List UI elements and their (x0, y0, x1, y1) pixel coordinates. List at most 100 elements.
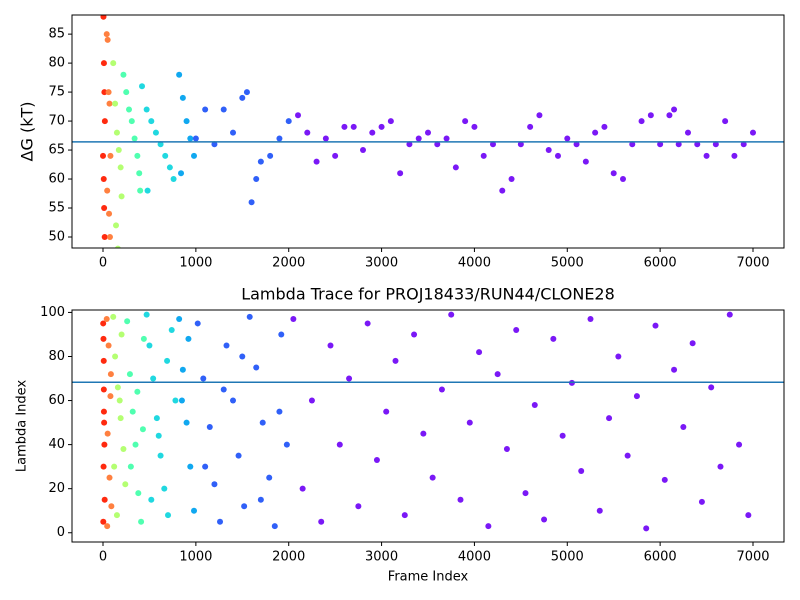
point (243, 89, 250, 96)
point (118, 331, 125, 338)
x-tick-label: 5000 (551, 550, 584, 565)
point (278, 331, 285, 338)
y-tick-label: 55 (48, 201, 65, 216)
point (157, 452, 164, 459)
point (191, 152, 198, 159)
x-tick-label: 4000 (458, 256, 491, 271)
y-tick-label: 60 (48, 393, 65, 408)
point (155, 432, 162, 439)
point (290, 316, 297, 323)
point (346, 375, 353, 382)
point (299, 485, 306, 492)
point-series (120, 71, 144, 194)
point-series (176, 71, 198, 177)
point (200, 375, 207, 382)
point (101, 89, 108, 96)
point (150, 375, 157, 382)
point (476, 349, 483, 356)
x-tick-label: 2000 (272, 550, 305, 565)
point (143, 106, 150, 113)
point (313, 158, 320, 165)
point (176, 71, 183, 78)
point (194, 320, 201, 327)
point (332, 152, 339, 159)
point (128, 118, 135, 125)
point-series (110, 313, 129, 519)
point (425, 129, 431, 136)
point (541, 516, 548, 523)
point (239, 353, 246, 360)
point (106, 100, 113, 107)
point (101, 419, 108, 426)
point (165, 512, 172, 519)
point (185, 335, 192, 342)
point (100, 320, 107, 327)
plot-area (100, 15, 756, 248)
point (122, 481, 129, 488)
point (103, 316, 110, 323)
point (112, 100, 119, 107)
x-axis-label: Frame Index (388, 570, 469, 585)
point (322, 135, 329, 142)
point (513, 327, 520, 334)
point-series (100, 15, 108, 240)
point (100, 15, 107, 20)
point (652, 322, 659, 329)
point (615, 353, 622, 360)
point (601, 123, 608, 130)
point (104, 187, 111, 194)
point (126, 106, 133, 113)
point (114, 245, 121, 248)
point (480, 152, 487, 159)
point-series (194, 313, 290, 530)
point (736, 441, 743, 448)
point (559, 432, 566, 439)
x-tick-label: 0 (99, 550, 107, 565)
point (266, 474, 273, 481)
point (429, 474, 436, 481)
point (499, 187, 506, 194)
point-series (192, 89, 292, 206)
point (666, 112, 673, 119)
point (749, 129, 756, 136)
point (336, 441, 343, 448)
y-tick-label: 80 (48, 349, 65, 364)
point-series (124, 318, 147, 525)
point (211, 141, 218, 148)
point (152, 129, 159, 136)
point (113, 512, 120, 519)
point (111, 463, 118, 470)
point (531, 401, 538, 408)
point (179, 94, 186, 101)
point (148, 118, 155, 125)
point (378, 123, 385, 130)
point (671, 366, 678, 373)
point (206, 423, 213, 430)
point (355, 503, 362, 510)
point (698, 498, 705, 505)
point (166, 164, 173, 171)
point (253, 176, 260, 183)
point (731, 152, 738, 159)
point (522, 490, 529, 497)
point (115, 147, 122, 154)
y-tick-label: 40 (48, 437, 65, 452)
point (217, 518, 224, 525)
point (489, 141, 496, 148)
point-series (295, 106, 756, 194)
point (246, 313, 253, 320)
point (183, 419, 190, 426)
point (187, 135, 194, 142)
point (104, 523, 111, 530)
point (187, 463, 194, 470)
point (126, 371, 133, 378)
point (223, 342, 230, 349)
point (406, 141, 413, 148)
point (527, 123, 534, 130)
point (101, 441, 108, 448)
axes-frame (71, 309, 785, 543)
point (657, 141, 664, 148)
point (350, 123, 357, 130)
point (671, 106, 678, 113)
